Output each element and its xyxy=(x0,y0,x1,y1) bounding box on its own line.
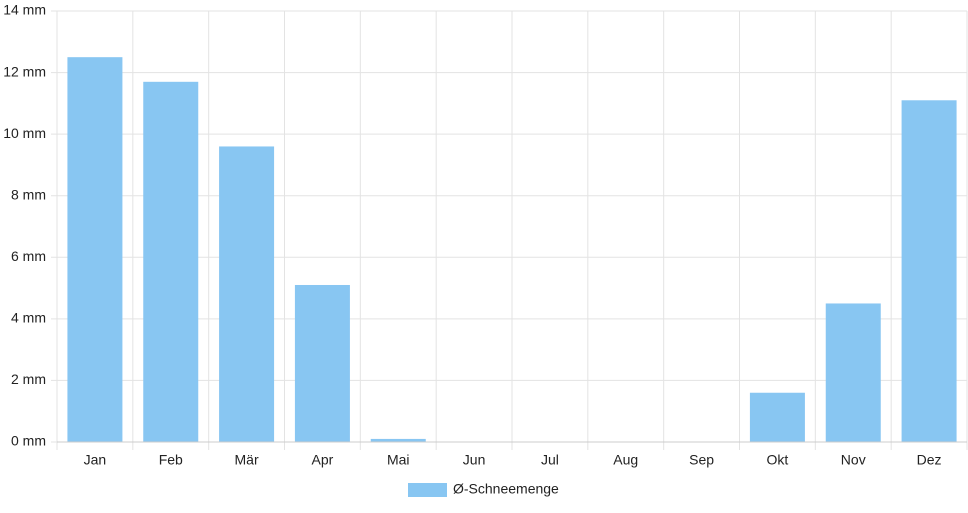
bar xyxy=(901,100,957,443)
bar xyxy=(749,392,805,442)
y-tick-label: 10 mm xyxy=(3,125,46,141)
x-tick-label: Feb xyxy=(159,452,183,468)
x-tick-label: Mai xyxy=(387,452,410,468)
x-tick-label: Mär xyxy=(235,452,259,468)
x-tick-label: Okt xyxy=(767,452,789,468)
bar xyxy=(294,284,350,442)
x-tick-label: Aug xyxy=(613,452,638,468)
bar xyxy=(370,438,426,442)
y-tick-label: 8 mm xyxy=(11,186,46,202)
x-tick-label: Jun xyxy=(463,452,486,468)
bar xyxy=(67,57,123,443)
x-tick-label: Dez xyxy=(917,452,942,468)
bar xyxy=(219,146,275,442)
x-tick-label: Jul xyxy=(541,452,559,468)
legend-label: Ø-Schneemenge xyxy=(453,481,559,497)
bar xyxy=(143,81,199,443)
y-tick-label: 6 mm xyxy=(11,248,46,264)
x-tick-label: Jan xyxy=(84,452,107,468)
x-tick-label: Sep xyxy=(689,452,714,468)
y-tick-label: 12 mm xyxy=(3,63,46,79)
bar xyxy=(825,303,881,442)
x-tick-label: Apr xyxy=(312,452,334,468)
legend-swatch xyxy=(408,483,447,497)
y-tick-label: 14 mm xyxy=(3,2,46,18)
y-tick-label: 4 mm xyxy=(11,310,46,326)
y-tick-label: 0 mm xyxy=(11,433,46,449)
y-tick-label: 2 mm xyxy=(11,371,46,387)
x-tick-label: Nov xyxy=(841,452,866,468)
